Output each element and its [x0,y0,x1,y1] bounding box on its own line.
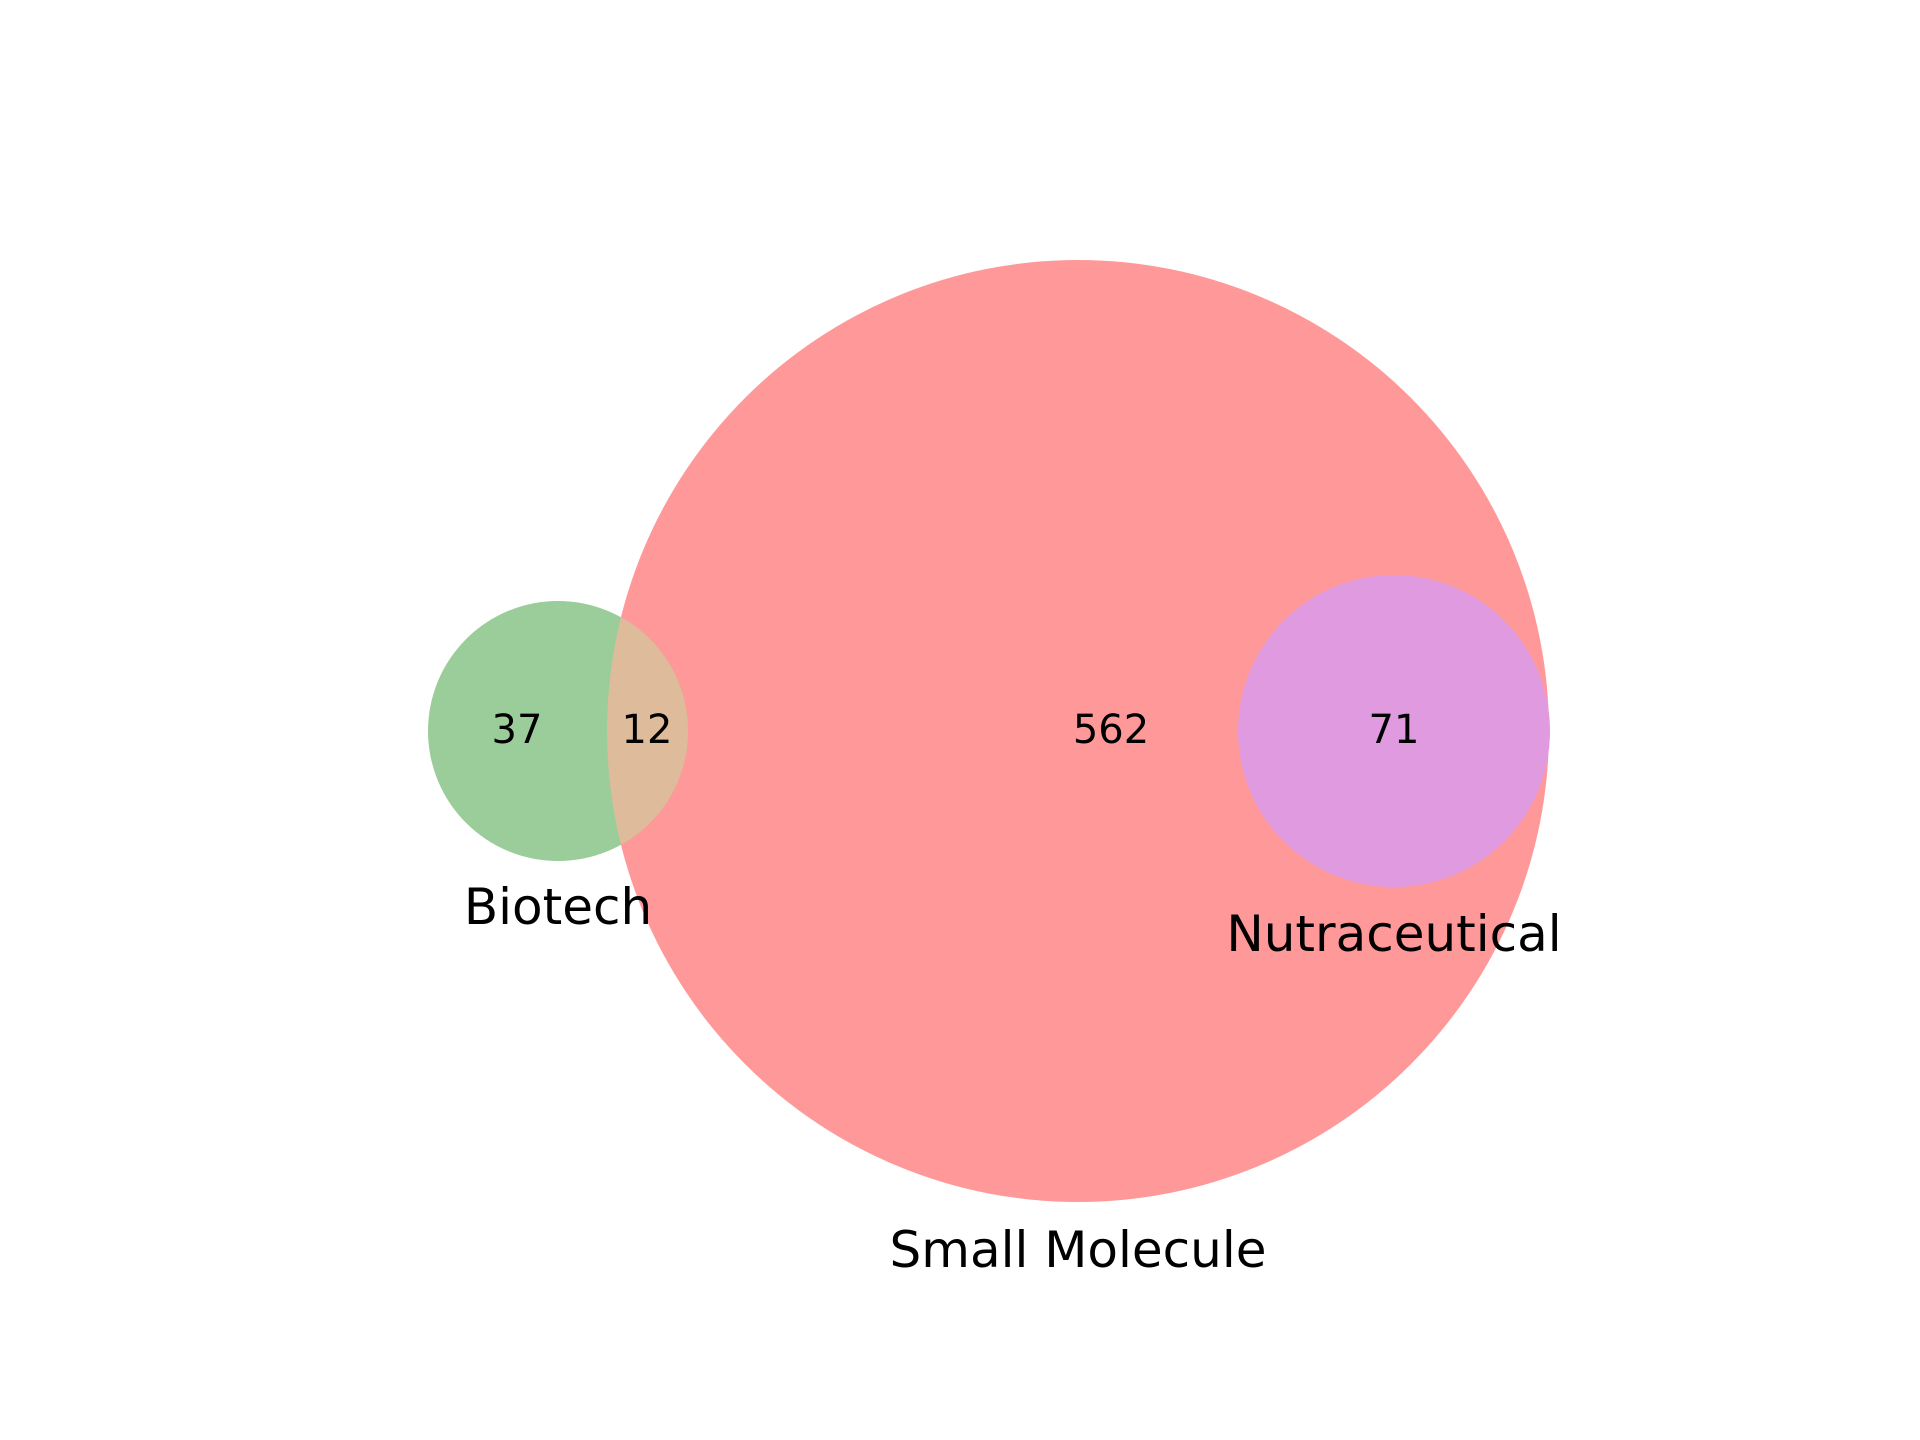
small-molecule-label: Small Molecule [890,1221,1267,1279]
biotech-label: Biotech [464,878,652,936]
biotech-only-count: 37 [492,707,543,753]
nutraceutical-label: Nutraceutical [1226,905,1561,963]
biotech-small-molecule-count: 12 [622,707,673,753]
nutraceutical-count: 71 [1369,707,1420,753]
small-molecule-only-count: 562 [1073,707,1149,753]
small-molecule-circle [607,260,1549,1202]
nutraceutical-circle [1238,575,1550,887]
